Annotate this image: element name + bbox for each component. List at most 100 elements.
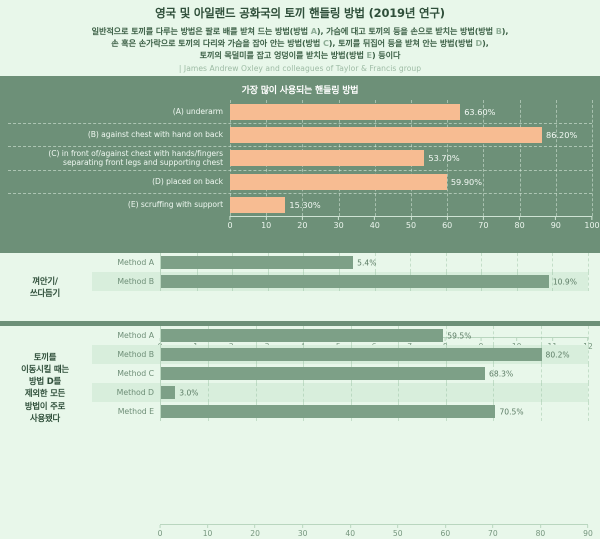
chart-1-x-tick: 70	[478, 216, 488, 230]
method-letter-d: D	[475, 37, 483, 48]
chart-plot-area: 70.5%	[160, 402, 589, 422]
panel-divider-1	[0, 248, 600, 254]
chart-value-label: 68.3%	[489, 369, 514, 379]
chart-value-label: 3.0%	[179, 388, 199, 398]
chart-1-bar: 15.30%	[230, 197, 321, 214]
chart-plot-area: 68.3%	[160, 364, 589, 384]
chart-1-category-label: (A) underarm	[172, 106, 223, 116]
chart-value-label: 10.9%	[552, 277, 577, 287]
chart-gridline	[350, 383, 352, 403]
chart-1-category-label: (C) in front of/against chest with hands…	[48, 148, 223, 168]
method-letter-e: E	[366, 50, 373, 61]
chart-3-side-label-line: 토끼를	[33, 351, 57, 362]
chart-1-value-label: 15.30%	[289, 200, 321, 211]
chart-gridline	[445, 253, 447, 273]
chart-1-bar: 63.60%	[230, 103, 495, 120]
chart-1-category-label: (E) scruffing with support	[127, 200, 223, 210]
chart-3-side-label-line: 제외한 모든	[24, 388, 66, 399]
chart-x-tick: 70	[488, 525, 498, 538]
chart-gridline	[445, 383, 447, 403]
chart-3-side-label-line: 방법 D를	[29, 376, 61, 387]
chart-x-tick-label: 12	[583, 342, 593, 352]
chart-1-x-tick: 60	[442, 216, 452, 230]
chart-1-x-tick-label: 20	[297, 221, 308, 231]
chart-gridline	[255, 383, 257, 403]
chart-x-tick: 0	[157, 525, 163, 539]
chart-gridline	[588, 326, 589, 346]
chart-row: Method D 3.0%	[92, 383, 589, 403]
chart-value-label: 70.5%	[499, 407, 524, 417]
chart-1-row: (C) in front of/against chest with hands…	[8, 147, 592, 171]
chart-bar: 80.2%	[161, 348, 570, 362]
chart-value-label: 5.4%	[357, 258, 377, 268]
subtitle-line-1: 일반적으로 토끼를 다루는 방법은 팔로 배를 받쳐 드는 방법(방법 A), …	[14, 25, 586, 37]
chart-1-row: (D) placed on back 59.90%	[8, 171, 592, 195]
chart-3-side-label: 토끼를 이동시킬 때는 방법 D를 제외한 모든 방법이 주로 사용됐다	[0, 351, 92, 424]
chart-x-tick-label: 60	[440, 529, 451, 539]
chart-x-tick: 20	[250, 525, 260, 538]
chart-value-label: 80.2%	[545, 350, 570, 360]
chart-x-tick-label: 90	[583, 529, 593, 539]
chart-gridline	[493, 326, 495, 346]
chart-1-x-tick: 40	[370, 216, 380, 230]
chart-bar: 3.0%	[161, 386, 199, 400]
chart-1-x-tick: 10	[261, 216, 271, 230]
chart-x-tick-label: 20	[250, 529, 260, 539]
subtitle-line-3: 토끼의 목덜미를 잡고 엉덩이를 받치는 방법(방법 E) 등이다	[14, 49, 586, 61]
chart-gridline	[481, 253, 483, 273]
chart-x-tick: 80	[535, 525, 546, 539]
chart-value-label: 59.5%	[447, 331, 472, 341]
chart-x-tick: 40	[345, 525, 355, 538]
chart-1-x-axis: 0 10 20 30 40 50 60 70 80 90 100	[227, 216, 600, 242]
chart-2-side-label: 껴안기/ 쓰다듬기	[0, 275, 92, 299]
chart-1-bar: 86.20%	[230, 127, 577, 144]
chart-1-value-label: 86.20%	[546, 130, 578, 141]
chart-1-x-tick: 20	[297, 216, 307, 230]
chart-1-x-tick: 50	[406, 216, 416, 230]
chart-x-tick-label: 30	[297, 529, 308, 539]
chart-row: Method A 5.4%	[92, 253, 589, 273]
chart-1-x-tick-label: 60	[442, 221, 453, 231]
chart-row: Method A 59.5%	[92, 326, 589, 346]
chart-2: Method A5.4%Method B10.9% 01234567891011…	[92, 253, 600, 351]
chart-1-x-tick-label: 40	[369, 221, 380, 231]
chart-gridline	[588, 402, 589, 422]
method-letter-c: C	[322, 37, 329, 48]
chart-plot-area: 3.0%	[160, 383, 589, 403]
chart-plot-area: 59.5%	[160, 326, 589, 346]
chart-x-tick-label: 40	[345, 529, 356, 539]
chart-1-x-tick: 90	[551, 216, 561, 230]
chart-3: Method A 59.5% Method B 80.2% Method C 68.3% M…	[92, 326, 600, 538]
chart-x-tick-label: 80	[535, 529, 546, 539]
chart-gridline	[540, 383, 542, 403]
header: 영국 및 아일랜드 공화국의 토끼 핸들링 방법 (2019년 연구) 일반적으…	[0, 0, 600, 77]
chart-3-side-label-line: 이동시킬 때는	[21, 364, 69, 375]
chart-x-tick-label: 10	[202, 529, 213, 539]
chart-1-x-tick: 100	[584, 216, 600, 230]
chart-1-x-tick: 30	[334, 216, 344, 230]
chart-row: Method B 10.9%	[92, 272, 589, 292]
chart-panel-moving: 토끼를 이동시킬 때는 방법 D를 제외한 모든 방법이 주로 사용됐다 Method A…	[0, 326, 600, 538]
chart-gridline	[410, 253, 412, 273]
chart-1-x-tick: 0	[227, 216, 233, 230]
chart-1-x-tick: 80	[515, 216, 525, 230]
chart-bar: 5.4%	[161, 256, 376, 270]
chart-x-tick-label: 50	[392, 529, 403, 539]
chart-1-x-tick-label: 30	[333, 221, 344, 231]
chart-x-tick-label: 0	[157, 529, 163, 539]
chart-1-value-label: 59.90%	[450, 176, 483, 187]
chart-bar: 10.9%	[161, 275, 577, 289]
chart-gridline	[516, 253, 518, 273]
chart-1-plot-area: 63.60%	[230, 100, 592, 122]
credit-line: | James Andrew Oxley and colleagues of T…	[178, 64, 422, 74]
chart-gridline	[493, 383, 495, 403]
chart-1-x-tick-label: 10	[261, 221, 272, 231]
chart-category-label: Method E	[117, 407, 154, 417]
chart-category-label: Method A	[117, 258, 154, 268]
chart-3-bars: Method A 59.5% Method B 80.2% Method C 68.3% M…	[92, 326, 589, 422]
chart-1-value-label: 53.70%	[428, 153, 460, 164]
chart-category-label: Method D	[116, 388, 154, 398]
chart-1-x-tick-label: 90	[550, 221, 561, 231]
chart-bar: 70.5%	[161, 405, 524, 419]
